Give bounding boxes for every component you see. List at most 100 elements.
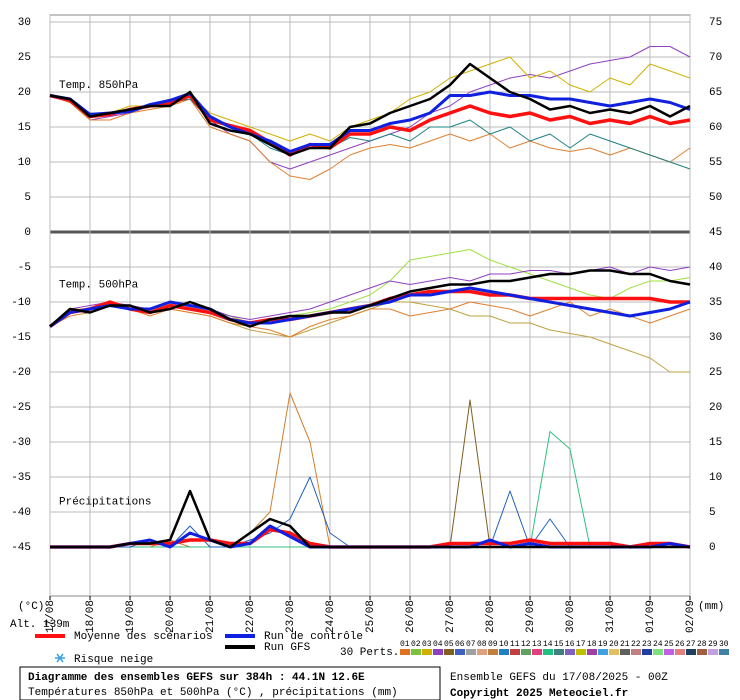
y2-tick-label: 45 [709,227,722,239]
pert-label: 04 [433,640,443,649]
y2-tick-label: 30 [709,332,722,344]
pert-swatch [587,649,597,655]
x-tick-label: 01/09 [645,600,657,633]
series-line [50,489,690,549]
pert-swatch [697,649,707,655]
pert-label: 24 [653,640,663,649]
y-tick-label: -25 [11,402,31,414]
series-line [49,301,691,338]
x-tick-label: 17/08 [45,600,57,633]
y-tick-label: 5 [24,192,31,204]
y-tick-label: -35 [11,472,31,484]
pert-label: 16 [565,640,575,649]
y-tick-label: -40 [11,507,31,519]
x-tick-label: 22/08 [245,600,257,633]
pert-label: 30 [719,640,729,649]
pert-label: 27 [686,640,696,649]
panel-label: Temp. 850hPa [59,80,139,92]
x-tick-label: 25/08 [365,600,377,633]
pert-label: 17 [576,640,586,649]
x-tick-label: 30/08 [565,600,577,633]
pert-label: 05 [444,640,454,649]
y2-tick-label: 20 [709,402,722,414]
x-tick-label: 20/08 [165,600,177,633]
y-tick-label: -20 [11,367,31,379]
pert-swatch [543,649,553,655]
y2-tick-label: 5 [709,507,716,519]
pert-label: 07 [466,640,476,649]
copyright: Copyright 2025 Meteociel.fr [450,688,628,700]
snow-icon [55,653,65,663]
pert-swatch [631,649,641,655]
pert-swatch [455,649,465,655]
series-line [49,95,691,180]
pert-label: 02 [411,640,421,649]
y-unit-label: (°C) [18,601,44,613]
pert-label: 22 [631,640,641,649]
y-tick-label: 25 [18,52,31,64]
pert-swatch [400,649,410,655]
y-tick-label: -5 [18,262,31,274]
pert-label: 14 [543,640,553,649]
series-line [49,62,691,157]
pert-swatch [433,649,443,655]
pert-swatch [686,649,696,655]
pert-swatch [620,649,630,655]
pert-swatch [642,649,652,655]
x-tick-label: 28/08 [485,600,497,633]
pert-swatch [510,649,520,655]
pert-swatch [576,649,586,655]
y-tick-label: 10 [18,157,31,169]
y-tick-label: -10 [11,297,31,309]
x-tick-label: 19/08 [125,600,137,633]
run-label: Ensemble GEFS du 17/08/2025 - 00Z [450,672,668,684]
panel-label: Temp. 500hPa [59,279,139,291]
y-tick-label: -15 [11,332,31,344]
pert-label: 21 [620,640,630,649]
pert-swatch [532,649,542,655]
pert-label: 01 [400,640,410,649]
pert-label: 03 [422,640,432,649]
x-tick-label: 02/09 [685,600,697,633]
pert-swatch [598,649,608,655]
y-tick-label: 0 [24,227,31,239]
x-tick-label: 27/08 [445,600,457,633]
perts-label: 30 Perts. [340,647,399,659]
y-tick-label: 15 [18,122,31,134]
legend-label: Moyenne des scénarios [74,631,213,643]
pert-label: 28 [697,640,707,649]
snow-label: Risque neige [74,654,153,666]
pert-swatch [466,649,476,655]
pert-swatch [675,649,685,655]
x-tick-label: 29/08 [525,600,537,633]
pert-swatch [565,649,575,655]
pert-swatch [719,649,729,655]
y2-tick-label: 75 [709,17,722,29]
y-tick-label: -30 [11,437,31,449]
y-tick-label: -45 [11,542,31,554]
x-tick-label: 18/08 [85,600,97,633]
y2-tick-label: 0 [709,542,716,554]
chart-title: Diagramme des ensembles GEFS sur 384h : … [28,672,365,684]
x-tick-label: 23/08 [285,600,297,633]
y2-tick-label: 25 [709,367,722,379]
pert-label: 15 [554,640,564,649]
y-tick-label: 20 [18,87,31,99]
y2-tick-label: 65 [709,87,722,99]
pert-label: 19 [598,640,608,649]
x-tick-label: 21/08 [205,600,217,633]
chart-subtitle: Températures 850hPa et 500hPa (°C) , pré… [28,687,398,699]
footer-box [19,666,441,700]
pert-swatch [499,649,509,655]
pert-swatch [488,649,498,655]
pert-swatch [521,649,531,655]
pert-swatch [422,649,432,655]
series-line [49,90,691,153]
y2-tick-label: 60 [709,122,722,134]
y2-tick-label: 55 [709,157,722,169]
pert-swatch [554,649,564,655]
x-tick-label: 26/08 [405,600,417,633]
pert-label: 20 [609,640,619,649]
